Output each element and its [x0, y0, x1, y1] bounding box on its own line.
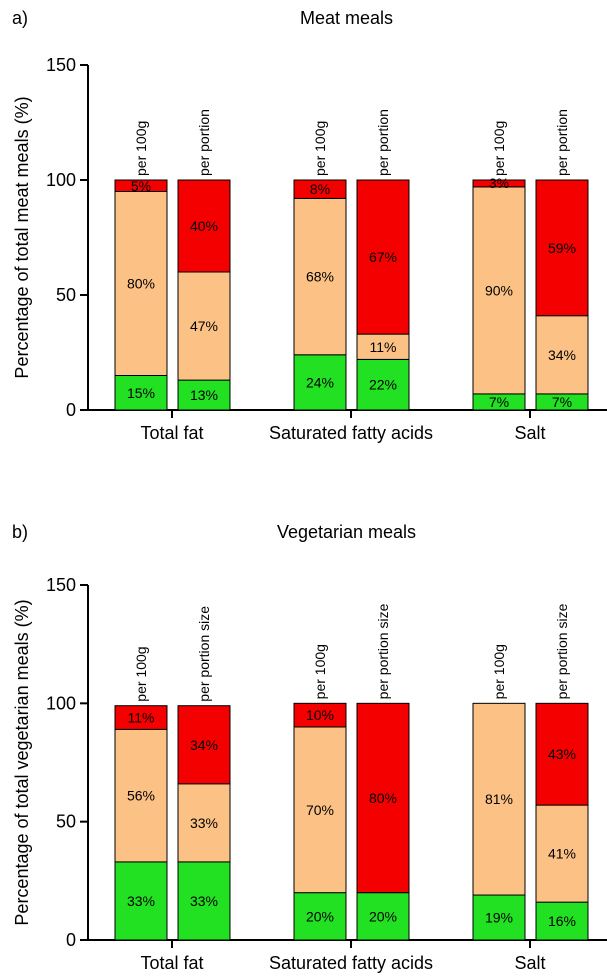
x-group-label: Total fat	[140, 423, 203, 443]
bar-segment-orange	[114, 728, 168, 863]
bar-segment-orange	[356, 333, 410, 360]
y-axis-label: Percentage of total meat meals (%)	[12, 96, 32, 378]
panel-b-letter: b)	[12, 522, 29, 542]
y-tick-label: 50	[56, 285, 76, 305]
y-tick-label: 150	[46, 55, 76, 75]
x-group-label: Salt	[514, 953, 545, 973]
bar-category-label: per 100g	[312, 644, 328, 699]
x-group-label: Saturated fatty acids	[269, 953, 433, 973]
bar-value-label: 11%	[128, 710, 155, 726]
bar-segment-green	[535, 901, 589, 941]
bar-segment-orange	[535, 315, 589, 395]
bar-segment-green	[356, 358, 410, 411]
bar-segment-green	[114, 375, 168, 411]
bar-segment-orange	[293, 197, 347, 356]
bar-segment-orange	[114, 191, 168, 376]
bar-value-label: 34%	[548, 347, 576, 363]
bar-value-label: 80%	[369, 790, 397, 806]
y-axis-label: Percentage of total vegetarian meals (%)	[12, 599, 32, 925]
bar-value-label: 5%	[131, 178, 151, 194]
bar-category-label: per 100g	[133, 121, 149, 176]
bar-value-label: 24%	[306, 374, 334, 390]
bar-segment-red	[177, 179, 231, 273]
bar-category-label: per portion	[196, 109, 212, 176]
y-tick-label: 0	[66, 400, 76, 420]
bar-segment-orange	[472, 702, 526, 896]
bar-value-label: 67%	[369, 249, 397, 265]
bar-segment-orange	[177, 271, 231, 381]
bar-category-label: per portion size	[554, 603, 570, 699]
bar-value-label: 41%	[548, 846, 576, 862]
bar-value-label: 59%	[548, 240, 576, 256]
bar-segment-red	[114, 179, 168, 192]
bar-value-label: 33%	[190, 815, 218, 831]
bar-segment-orange	[535, 804, 589, 903]
bar-value-label: 47%	[190, 318, 218, 334]
bar-segment-orange	[472, 186, 526, 395]
bar-segment-red	[535, 179, 589, 317]
bar-segment-red	[114, 705, 168, 730]
bar-segment-green	[293, 354, 347, 411]
bar-value-label: 33%	[127, 893, 155, 909]
bar-segment-green	[114, 861, 168, 941]
y-tick-label: 0	[66, 930, 76, 950]
x-group-label: Total fat	[140, 953, 203, 973]
bar-segment-orange	[177, 783, 231, 863]
bar-value-label: 7%	[552, 394, 572, 410]
bar-value-label: 19%	[485, 910, 513, 926]
bar-segment-orange	[293, 726, 347, 894]
bar-segment-red	[472, 179, 526, 188]
bar-category-label: per 100g	[491, 121, 507, 176]
bar-segment-red	[535, 702, 589, 806]
bar-value-label: 13%	[190, 387, 218, 403]
bar-category-label: per 100g	[133, 646, 149, 701]
bar-value-label: 81%	[485, 791, 513, 807]
bar-value-label: 40%	[190, 218, 218, 234]
bar-value-label: 22%	[369, 377, 397, 393]
panel-a-title: Meat meals	[299, 8, 394, 28]
bar-segment-green	[177, 379, 231, 411]
bar-value-label: 15%	[127, 385, 155, 401]
bar-value-label: 33%	[190, 893, 218, 909]
bar-value-label: 10%	[306, 707, 334, 723]
bar-category-label: per 100g	[491, 644, 507, 699]
y-tick-label: 150	[46, 575, 76, 595]
bar-value-label: 68%	[306, 269, 334, 285]
bar-value-label: 11%	[370, 339, 397, 355]
bar-segment-red	[293, 179, 347, 199]
panel-b-title: Vegetarian meals	[276, 522, 417, 542]
y-tick-label: 100	[46, 693, 76, 713]
bar-value-label: 80%	[127, 276, 155, 292]
bar-value-label: 34%	[190, 737, 218, 753]
bar-segment-green	[293, 892, 347, 941]
bar-value-label: 16%	[548, 913, 576, 929]
bar-value-label: 43%	[548, 746, 576, 762]
bar-value-label: 20%	[369, 908, 397, 924]
y-tick-label: 50	[56, 812, 76, 832]
bar-segment-red	[177, 705, 231, 785]
bar-value-label: 8%	[310, 181, 330, 197]
bar-category-label: per 100g	[312, 121, 328, 176]
bar-value-label: 7%	[489, 394, 509, 410]
chart-vegetarian-meals: 0 50 100 150 Percentage of total vegetarian …	[12, 575, 607, 973]
bar-segment-green	[356, 892, 410, 941]
bar-value-label: 3%	[489, 175, 509, 191]
chart-meat-meals: 0 50 100 150 Percentage of total meat meals …	[12, 55, 607, 443]
bar-value-label: 56%	[127, 788, 155, 804]
bar-category-label: per portion size	[196, 606, 212, 702]
x-group-label: Saturated fatty acids	[269, 423, 433, 443]
panel-a-letter: a)	[12, 8, 29, 28]
bar-value-label: 20%	[306, 908, 334, 924]
x-group-label: Salt	[514, 423, 545, 443]
bar-value-label: 90%	[485, 282, 513, 298]
bar-category-label: per portion size	[375, 603, 391, 699]
bar-category-label: per portion	[554, 109, 570, 176]
y-tick-label: 100	[46, 170, 76, 190]
bar-category-label: per portion	[375, 109, 391, 176]
bar-value-label: 70%	[306, 802, 334, 818]
bar-segment-red	[356, 179, 410, 335]
bar-segment-red	[293, 702, 347, 728]
bar-segment-red	[356, 702, 410, 894]
